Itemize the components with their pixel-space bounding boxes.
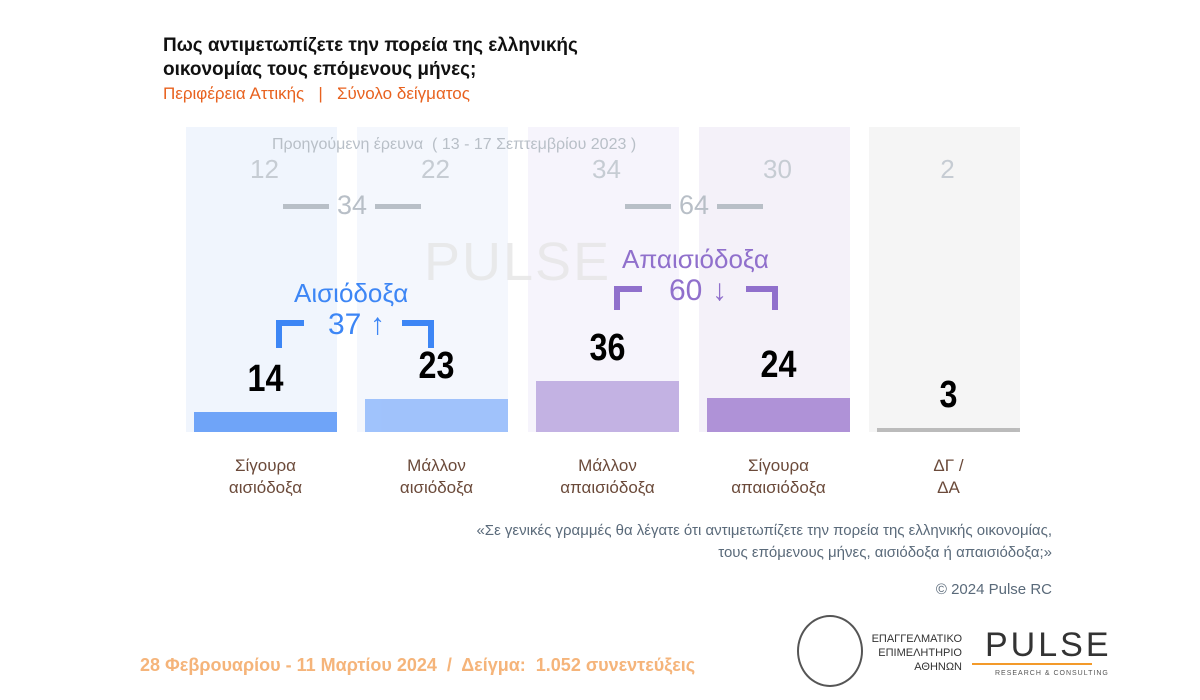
- previous-value-label: 22: [421, 154, 450, 184]
- category-label: Μάλλον αισιόδοξα: [399, 456, 474, 497]
- previous-value-label: 12: [250, 154, 279, 184]
- column-background: [869, 127, 1020, 432]
- column-background: [699, 127, 850, 432]
- bar: [877, 427, 1020, 432]
- previous-value-label: 34: [592, 154, 621, 184]
- bar-value-label: 36: [589, 326, 626, 369]
- bar: [194, 412, 337, 432]
- bar: [707, 397, 850, 432]
- bar: [536, 380, 679, 432]
- category-label: Μάλλον απαισιόδοξα: [560, 456, 655, 497]
- previous-optimistic-total: 34: [275, 190, 429, 220]
- bar-value-label: 14: [247, 358, 284, 401]
- category-label: Σίγουρα απαισιόδοξα: [731, 456, 826, 497]
- previous-value-label: 30: [763, 154, 792, 184]
- footer-survey-info: 28 Φεβρουαρίου - 11 Μαρτίου 2024 / Δείγμ…: [140, 655, 696, 675]
- bar-value-label: 3: [939, 373, 958, 416]
- column-background: [357, 127, 508, 432]
- copyright: © 2024 Pulse RC: [935, 581, 1052, 598]
- category-label: Σίγουρα αισιόδοξα: [228, 456, 303, 497]
- bar-value-label: 24: [760, 343, 797, 386]
- bar-value-label: 23: [418, 345, 455, 388]
- chart-subtitle: Περιφέρεια Αττικής | Σύνολο δείγματος: [163, 84, 470, 103]
- bar: [365, 399, 508, 432]
- survey-question: «Σε γενικές γραμμές θα λέγατε ότι αντιμε…: [476, 522, 1052, 561]
- previous-pessimistic-total: 64: [617, 190, 771, 220]
- category-label: ΔΓ / ΔΑ: [933, 456, 964, 497]
- column-background: [186, 127, 337, 432]
- chart-title: Πως αντιμετωπίζετε την πορεία της ελληνι…: [163, 35, 578, 80]
- pulse-logo-line: [972, 663, 1092, 665]
- chamber-logo: [797, 615, 863, 687]
- chamber-logo-text: ΕΠΑΓΓΕΛΜΑΤΙΚΟ ΕΠΙΜΕΛΗΤΗΡΙΟ ΑΘΗΝΩΝ: [871, 633, 962, 673]
- watermark-logo: PULSE: [424, 232, 612, 292]
- previous-survey-label: Προηγούμενη έρευνα ( 13 - 17 Σεπτεμβρίου…: [272, 136, 637, 153]
- pessimistic-group-label: Απαισιόδοξα: [622, 244, 769, 274]
- pulse-logo: PULSE: [985, 626, 1112, 664]
- optimistic-group-label: Αισιόδοξα: [294, 278, 409, 308]
- previous-value-label: 2: [940, 154, 955, 184]
- pulse-logo-subtitle: RESEARCH & CONSULTING: [995, 670, 1109, 677]
